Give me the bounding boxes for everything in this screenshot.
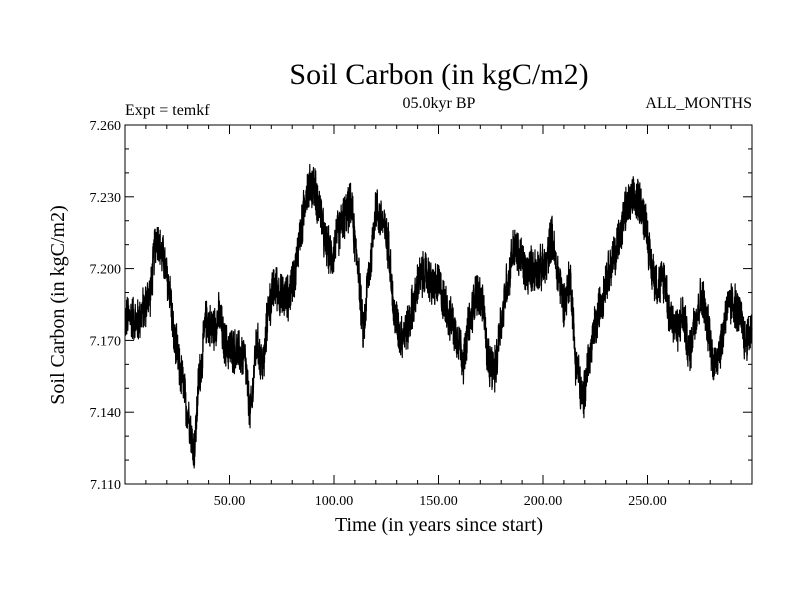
- x-tick-label-0: 50.00: [214, 494, 246, 509]
- experiment-label: Expt = temkf: [125, 102, 210, 119]
- y-tick-label-3: 7.200: [90, 263, 122, 278]
- period-label: 05.0kyr BP: [403, 95, 476, 112]
- y-tick-label-4: 7.230: [90, 191, 122, 206]
- chart-title: Soil Carbon (in kgC/m2): [289, 58, 588, 91]
- x-tick-label-1: 100.00: [315, 494, 354, 509]
- plot-data: [124, 163, 753, 469]
- x-tick-label-3: 200.00: [524, 494, 563, 509]
- months-label: ALL_MONTHS: [645, 95, 752, 112]
- axis-ticks: 50.00 100.00 150.00 200.00 250.00 7.110 7.140 7…: [90, 119, 752, 509]
- y-axis-label: Soil Carbon (in kgC/m2): [47, 205, 69, 404]
- y-tick-label-5: 7.260: [90, 119, 122, 134]
- y-tick-label-2: 7.170: [90, 334, 122, 349]
- series-line-0: [124, 163, 753, 469]
- y-tick-label-0: 7.110: [90, 478, 121, 493]
- x-tick-label-2: 150.00: [419, 494, 458, 509]
- x-tick-label-4: 250.00: [628, 494, 667, 509]
- x-axis-label: Time (in years since start): [335, 514, 543, 536]
- y-tick-label-1: 7.140: [90, 406, 122, 421]
